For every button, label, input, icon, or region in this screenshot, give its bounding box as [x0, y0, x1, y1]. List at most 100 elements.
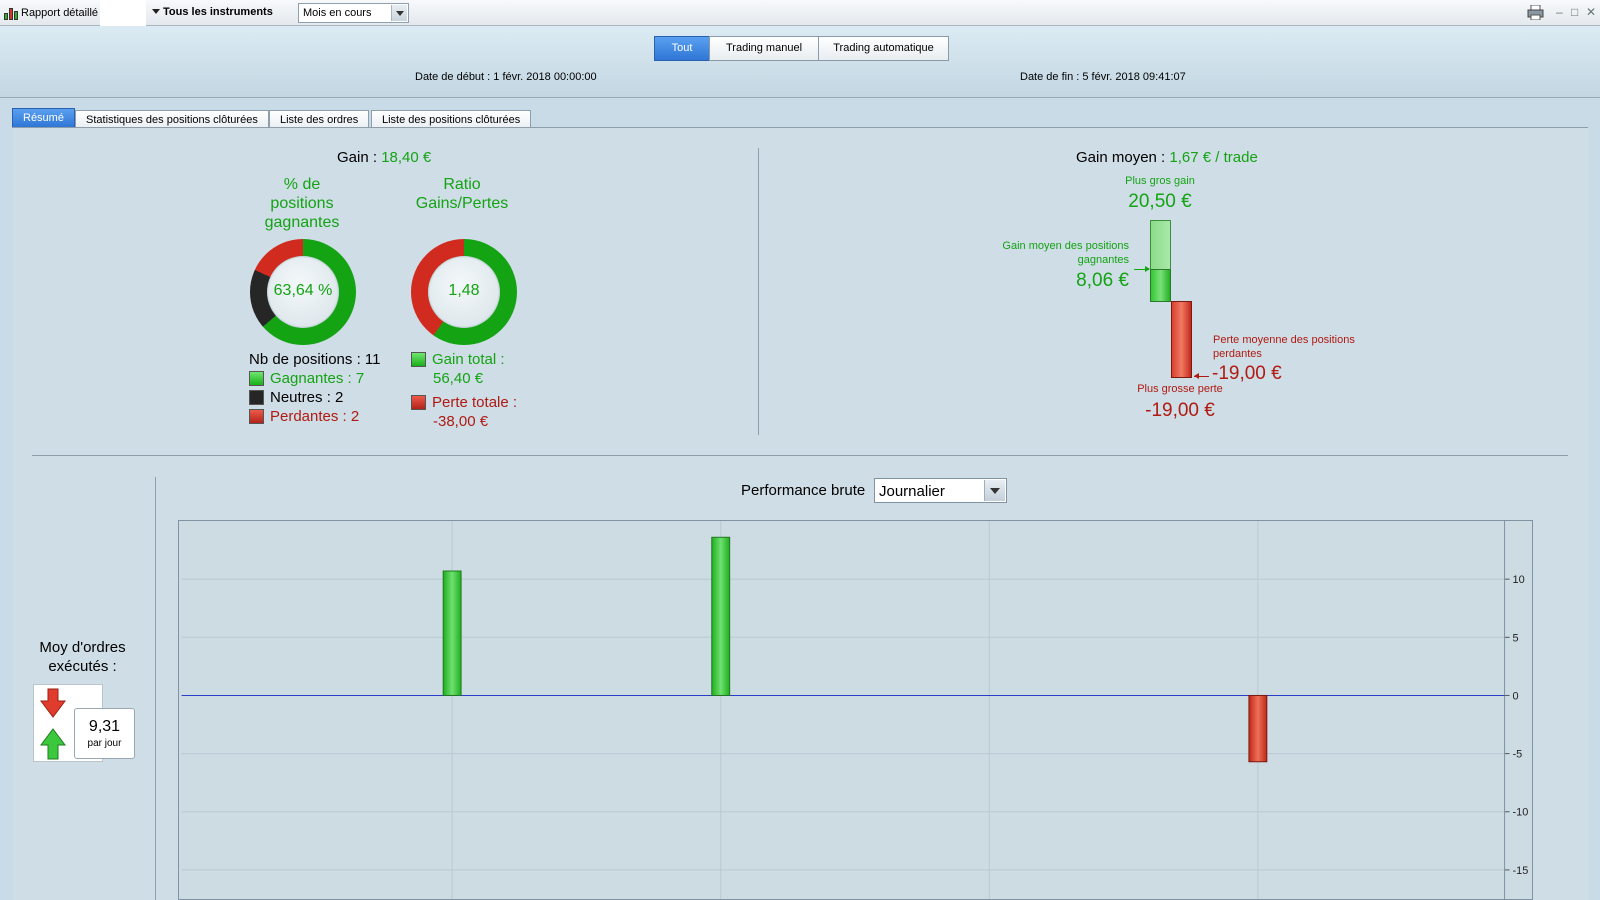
- legend-gain-total: Gain total :: [411, 350, 517, 369]
- left-column-divider: [155, 477, 156, 900]
- order-arrows-icon: [40, 688, 66, 760]
- orders-value-badge: 9,31 par jour: [74, 708, 135, 759]
- gain-summary: Gain : 18,40 €: [337, 149, 431, 166]
- performance-bar: [442, 570, 462, 696]
- ratio-title-line: Ratio: [443, 176, 481, 193]
- green-swatch: [249, 371, 264, 386]
- y-tick-label: 5: [1513, 632, 1519, 644]
- end-date: Date de fin : 5 févr. 2018 09:41:07: [1020, 71, 1186, 83]
- close-icon[interactable]: ✕: [1586, 5, 1597, 19]
- avg-win-arrow: [1134, 269, 1149, 270]
- title-bar: Rapport détaillé Tous les instruments Mo…: [0, 0, 1600, 26]
- tab-divider: [12, 127, 1588, 128]
- worst-loss-value: -19,00 €: [1145, 400, 1215, 421]
- avg-win-label-line: gagnantes: [1077, 254, 1129, 266]
- tab-closed-positions-list[interactable]: Liste des positions clôturées: [371, 110, 532, 129]
- positions-total: Nb de positions : 11: [249, 351, 381, 368]
- performance-label: Performance brute: [741, 482, 866, 499]
- avg-win-value: 8,06 €: [1076, 270, 1129, 291]
- avg-loss-label-line: perdantes: [1213, 348, 1262, 360]
- y-tick-label: -5: [1513, 749, 1523, 761]
- orders-avg-title-line: exécutés :: [48, 658, 117, 675]
- gain-value: 18,40 €: [381, 149, 432, 166]
- avg-win-label: Gain moyen des positions gagnantes: [985, 239, 1129, 267]
- worst-loss-label: Plus grosse perte: [1137, 383, 1223, 395]
- black-swatch: [249, 390, 264, 405]
- period-value: Mois en cours: [303, 7, 372, 19]
- tab-stats-positions[interactable]: Statistiques des positions clôturées: [75, 110, 269, 129]
- performance-period-value: Journalier: [879, 483, 945, 500]
- win-pct-title-line: % de: [283, 176, 321, 193]
- y-tick-label: -15: [1513, 865, 1529, 877]
- avg-gain-label: Gain moyen :: [1076, 149, 1166, 166]
- gain-total-value: 56,40 €: [433, 370, 484, 387]
- minimize-icon[interactable]: –: [1556, 5, 1563, 19]
- chevron-down-icon[interactable]: [984, 480, 1005, 501]
- ratio-value: 1,48: [448, 282, 480, 299]
- start-date: Date de début : 1 févr. 2018 00:00:00: [415, 71, 597, 83]
- filter-tout-button[interactable]: Tout: [654, 36, 710, 61]
- avg-win-bar: [1150, 269, 1171, 302]
- section-divider: [758, 148, 759, 435]
- chevron-down-icon[interactable]: [391, 5, 407, 21]
- filter-header: Tout Trading manuel Trading automatique …: [0, 26, 1600, 98]
- period-select[interactable]: Mois en cours: [298, 3, 409, 23]
- report-app-icon: [4, 6, 18, 20]
- legend-neutral: Neutres : 2: [249, 388, 380, 407]
- instrument-label: Tous les instruments: [163, 6, 273, 18]
- avg-loss-label: Perte moyenne des positions perdantes: [1213, 333, 1355, 361]
- avg-loss-bar: [1171, 301, 1192, 378]
- loss-total-label: Perte totale :: [432, 394, 518, 411]
- orders-value: 9,31: [88, 718, 121, 735]
- win-pct-title-line: gagnantes: [264, 214, 340, 231]
- legend-loss-total: Perte totale :: [411, 393, 517, 412]
- red-swatch: [249, 409, 264, 424]
- instrument-dropdown[interactable]: Tous les instruments: [152, 6, 273, 18]
- best-gain-bar: [1150, 220, 1171, 270]
- ratio-title-line: Gains/Pertes: [415, 195, 509, 212]
- best-gain-value: 20,50 €: [1128, 191, 1192, 212]
- winning-count: Gagnantes : 7: [270, 370, 365, 387]
- avg-gain-value: 1,67 € / trade: [1169, 149, 1258, 166]
- tab-orders-list[interactable]: Liste des ordres: [269, 110, 370, 129]
- performance-bar: [1248, 694, 1268, 763]
- performance-bar: [711, 536, 731, 696]
- maximize-icon[interactable]: □: [1571, 5, 1579, 19]
- performance-period-select[interactable]: Journalier: [874, 478, 1007, 503]
- gain-total-label: Gain total :: [432, 351, 505, 368]
- ratio-donut: 1,48: [411, 239, 517, 345]
- orders-unit: par jour: [87, 738, 122, 749]
- win-pct-title: % de positions gagnantes: [245, 175, 359, 232]
- filter-manual-button[interactable]: Trading manuel: [709, 36, 819, 61]
- avg-gain-summary: Gain moyen : 1,67 € / trade: [1076, 149, 1258, 166]
- y-tick-label: 0: [1513, 690, 1519, 702]
- orders-avg-title-line: Moy d'ordres: [39, 639, 126, 656]
- legend-winning: Gagnantes : 7: [249, 369, 380, 388]
- y-tick-label: -10: [1513, 807, 1529, 819]
- title-blank-field: [100, 0, 146, 26]
- arrow-right-icon: [1145, 266, 1150, 272]
- donut-center: [428, 256, 500, 328]
- totals-legend: Gain total : 56,40 € Perte totale : -38,…: [411, 350, 517, 431]
- avg-loss-value: -19,00 €: [1212, 363, 1282, 384]
- win-pct-title-line: positions: [270, 195, 334, 212]
- neutral-count: Neutres : 2: [270, 389, 344, 406]
- window-title: Rapport détaillé: [21, 7, 99, 19]
- avg-loss-arrow: [1194, 376, 1209, 377]
- y-tick-label: 10: [1513, 574, 1525, 586]
- best-gain-label: Plus gros gain: [1125, 175, 1195, 187]
- print-icon[interactable]: [1527, 5, 1544, 20]
- legend-losing: Perdantes : 2: [249, 407, 380, 426]
- win-pct-donut: 63,64 %: [250, 239, 356, 345]
- performance-chart: 10 5 0 -5 -10 -15: [178, 520, 1533, 900]
- tab-resume[interactable]: Résumé: [12, 108, 75, 127]
- avg-win-label-line: Gain moyen des positions: [1002, 240, 1129, 252]
- donut-center: [267, 256, 339, 328]
- avg-loss-label-line: Perte moyenne des positions: [1213, 334, 1355, 346]
- positions-legend: Nb de positions : 11 Gagnantes : 7 Neutr…: [249, 350, 380, 426]
- red-swatch: [411, 395, 426, 410]
- orders-avg-title: Moy d'ordres exécutés :: [20, 638, 145, 676]
- ratio-title: Ratio Gains/Pertes: [405, 175, 519, 213]
- section-divider: [32, 455, 1568, 456]
- filter-auto-button[interactable]: Trading automatique: [818, 36, 949, 61]
